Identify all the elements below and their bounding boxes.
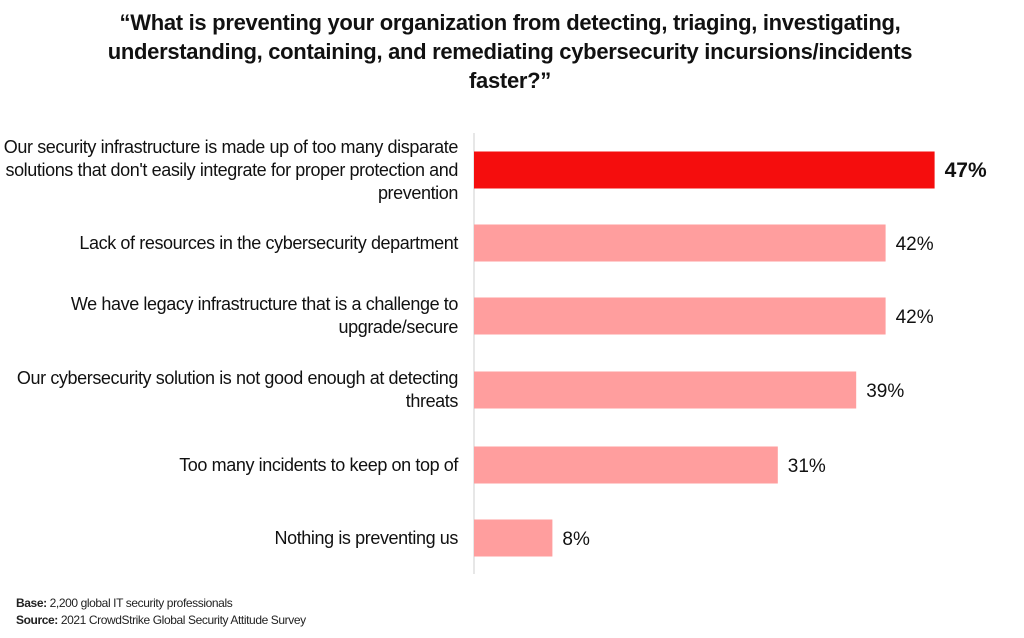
value-label-4: 39% <box>866 381 904 402</box>
bar-3 <box>474 297 886 335</box>
bar-6 <box>474 519 553 557</box>
value-label-6: 8% <box>562 529 590 550</box>
bar-1 <box>474 151 935 189</box>
footnote-base-text: 2,200 global IT security professionals <box>49 596 233 610</box>
category-label-6: Nothing is preventing us <box>274 527 458 548</box>
bar-5 <box>474 446 778 484</box>
category-label-5: Too many incidents to keep on top of <box>179 454 458 475</box>
value-label-2: 42% <box>896 234 934 255</box>
footnote-source: Source: 2021 CrowdStrike Global Security… <box>16 613 306 627</box>
footnote-source-label: Source: <box>16 613 58 627</box>
category-label-3: We have legacy infrastructure that is a … <box>70 294 458 337</box>
value-label-3: 42% <box>896 307 934 328</box>
bar-2 <box>474 224 886 262</box>
chart-title: “What is preventing your organization fr… <box>107 10 913 93</box>
bar-4 <box>474 371 857 409</box>
category-label-1: Our security infrastructure is made up o… <box>3 136 459 203</box>
footnote-source-text: 2021 CrowdStrike Global Security Attitud… <box>60 613 306 627</box>
footnote-base: Base: 2,200 global IT security professio… <box>16 596 233 610</box>
category-label-4: Our cybersecurity solution is not good e… <box>16 368 458 411</box>
value-label-1: 47% <box>945 159 987 182</box>
value-label-5: 31% <box>788 456 826 477</box>
category-label-2: Lack of resources in the cybersecurity d… <box>79 232 458 253</box>
footnote-base-label: Base: <box>16 596 47 610</box>
